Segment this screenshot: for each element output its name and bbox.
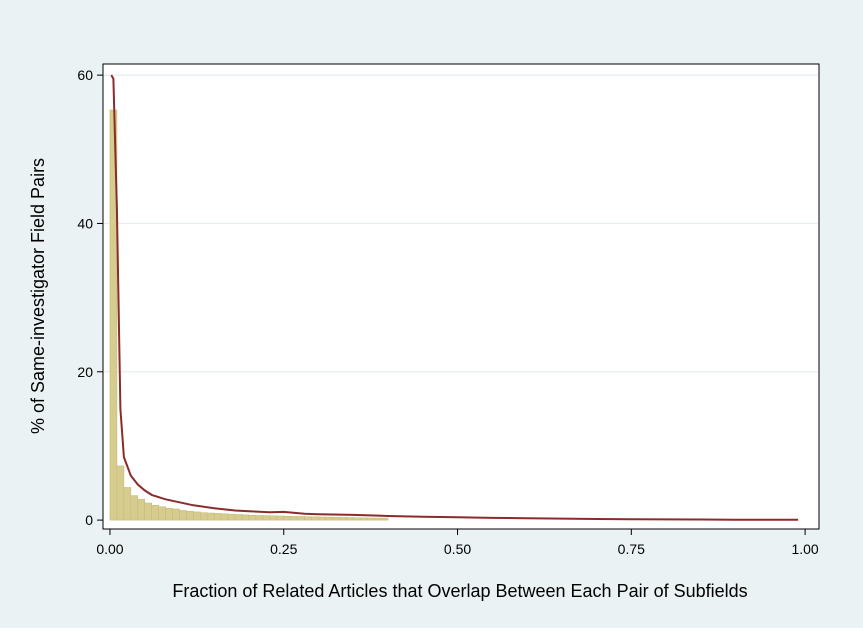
histogram-bar bbox=[186, 510, 194, 521]
histogram-bar bbox=[304, 516, 312, 521]
histogram-bar bbox=[366, 517, 375, 521]
histogram-bar bbox=[346, 517, 354, 521]
histogram-bar bbox=[262, 515, 271, 521]
histogram-bar bbox=[179, 510, 187, 521]
histogram-bar bbox=[380, 517, 389, 521]
histogram-bar bbox=[311, 516, 319, 521]
x-axis-label: Fraction of Related Articles that Overla… bbox=[172, 581, 747, 601]
y-tick-label: 40 bbox=[77, 215, 93, 231]
histogram-bar bbox=[165, 507, 173, 521]
histogram-bar bbox=[172, 508, 180, 521]
histogram-bar bbox=[318, 516, 326, 521]
histogram-bar bbox=[158, 506, 166, 521]
histogram-bar bbox=[116, 465, 125, 521]
histogram-bar bbox=[137, 499, 146, 521]
histogram-bar bbox=[206, 512, 215, 521]
histogram-bar bbox=[373, 517, 382, 521]
histogram-bar bbox=[151, 504, 159, 521]
histogram-bar bbox=[325, 516, 333, 521]
histogram-bar bbox=[339, 517, 347, 521]
histogram-bar bbox=[276, 515, 285, 521]
histogram-bar bbox=[200, 512, 208, 521]
plot-area bbox=[102, 63, 820, 530]
density-line bbox=[110, 74, 799, 521]
histogram-bar bbox=[193, 511, 201, 521]
histogram-bar bbox=[359, 517, 368, 521]
x-tick-label: 1.00 bbox=[791, 541, 818, 557]
x-tick-label: 0.50 bbox=[444, 541, 471, 557]
histogram-bar bbox=[241, 514, 250, 521]
y-tick-label: 60 bbox=[77, 67, 93, 83]
histogram-bar bbox=[269, 515, 278, 521]
histogram-bar bbox=[297, 516, 305, 521]
histogram-bar bbox=[255, 515, 264, 521]
x-tick-label: 0.00 bbox=[96, 541, 123, 557]
y-tick-label: 20 bbox=[77, 364, 93, 380]
grid-lines bbox=[104, 74, 818, 373]
histogram-bar bbox=[234, 514, 243, 521]
histogram-bar bbox=[332, 516, 340, 521]
x-axis: 0.00 0.25 0.50 0.75 1.00 bbox=[96, 529, 819, 557]
y-axis-label: % of Same-investigator Field Pairs bbox=[28, 158, 48, 434]
y-axis: 0 20 40 60 bbox=[77, 67, 103, 528]
histogram-bar bbox=[283, 515, 291, 521]
histogram-bar bbox=[130, 495, 139, 521]
histogram-bar bbox=[220, 513, 229, 521]
histogram-bars bbox=[109, 109, 389, 521]
x-tick-label: 0.75 bbox=[618, 541, 645, 557]
histogram-bar bbox=[123, 487, 132, 521]
histogram-bar bbox=[248, 514, 257, 521]
y-tick-label: 0 bbox=[85, 512, 93, 528]
histogram-bar bbox=[290, 516, 298, 521]
histogram-bar bbox=[213, 513, 222, 521]
histogram-bar bbox=[227, 513, 236, 521]
histogram-bar bbox=[144, 502, 152, 521]
x-tick-label: 0.25 bbox=[270, 541, 297, 557]
histogram-bar bbox=[352, 517, 361, 521]
